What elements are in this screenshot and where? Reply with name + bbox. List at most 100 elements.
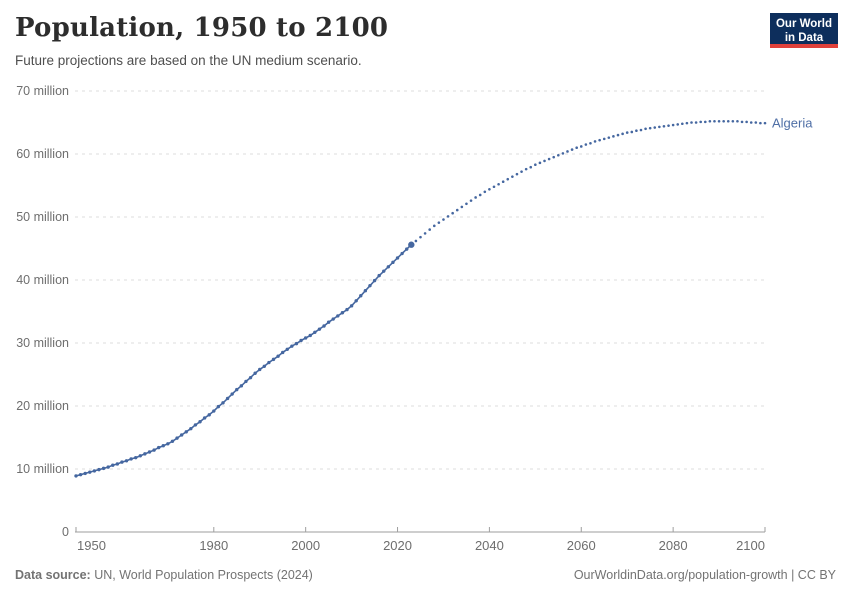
historical-point[interactable]	[382, 269, 386, 273]
projection-point[interactable]	[451, 211, 454, 215]
historical-point[interactable]	[212, 409, 216, 413]
projection-point[interactable]	[534, 163, 537, 167]
projection-point[interactable]	[676, 123, 680, 126]
projection-point[interactable]	[575, 146, 578, 149]
owid-logo[interactable]: Our World in Data	[770, 13, 838, 48]
projection-point[interactable]	[593, 140, 597, 143]
historical-point[interactable]	[267, 360, 271, 365]
projection-point[interactable]	[465, 202, 468, 206]
projection-point[interactable]	[584, 143, 588, 146]
historical-point[interactable]	[308, 333, 312, 338]
projection-point[interactable]	[694, 121, 698, 124]
projection-point[interactable]	[488, 187, 491, 191]
historical-point[interactable]	[349, 304, 354, 308]
historical-point[interactable]	[391, 260, 395, 265]
historical-point[interactable]	[258, 367, 262, 372]
historical-point[interactable]	[138, 454, 143, 458]
projection-point[interactable]	[644, 127, 647, 131]
last-historical-point[interactable]	[408, 241, 415, 248]
historical-point[interactable]	[235, 387, 239, 392]
historical-point[interactable]	[83, 471, 87, 476]
historical-point[interactable]	[285, 347, 289, 351]
historical-point[interactable]	[221, 401, 225, 405]
historical-point[interactable]	[326, 320, 331, 324]
projection-point[interactable]	[483, 190, 487, 194]
historical-point[interactable]	[78, 472, 83, 477]
projection-point[interactable]	[432, 224, 436, 228]
projection-point[interactable]	[671, 123, 675, 127]
projection-point[interactable]	[543, 159, 546, 163]
historical-point[interactable]	[88, 470, 92, 474]
historical-point[interactable]	[161, 443, 165, 448]
projection-point[interactable]	[658, 125, 661, 129]
historical-point[interactable]	[400, 251, 404, 256]
projection-point[interactable]	[731, 119, 735, 123]
projection-point[interactable]	[474, 196, 477, 199]
historical-point[interactable]	[331, 317, 335, 321]
projection-point[interactable]	[726, 119, 730, 123]
projection-point[interactable]	[703, 120, 707, 124]
historical-point[interactable]	[207, 413, 211, 417]
historical-point[interactable]	[294, 341, 299, 346]
historical-point[interactable]	[395, 256, 400, 260]
projection-point[interactable]	[437, 221, 441, 224]
historical-line[interactable]	[75, 243, 413, 477]
projection-point[interactable]	[717, 119, 721, 123]
projection-point[interactable]	[699, 120, 702, 124]
projection-point[interactable]	[740, 120, 744, 124]
projection-point[interactable]	[524, 167, 528, 171]
historical-point[interactable]	[281, 350, 285, 355]
historical-point[interactable]	[74, 474, 78, 478]
historical-point[interactable]	[115, 462, 120, 466]
projection-point[interactable]	[648, 126, 652, 130]
historical-point[interactable]	[276, 354, 280, 358]
projection-point[interactable]	[616, 133, 620, 137]
historical-point[interactable]	[147, 450, 152, 454]
historical-point[interactable]	[239, 384, 244, 388]
projection-point[interactable]	[561, 152, 565, 155]
projection-point[interactable]	[625, 131, 629, 134]
projection-point[interactable]	[749, 121, 753, 124]
projection-point[interactable]	[419, 235, 422, 239]
historical-point[interactable]	[262, 364, 267, 369]
projection-point[interactable]	[529, 165, 533, 169]
projection-point[interactable]	[428, 228, 431, 231]
historical-point[interactable]	[97, 467, 101, 472]
projection-point[interactable]	[639, 128, 643, 132]
historical-point[interactable]	[359, 294, 363, 298]
historical-point[interactable]	[299, 338, 303, 343]
projection-point[interactable]	[602, 137, 606, 141]
historical-point[interactable]	[143, 452, 147, 456]
projection-point[interactable]	[478, 193, 482, 197]
historical-point[interactable]	[313, 330, 317, 334]
projection-point[interactable]	[442, 218, 445, 221]
projection-point[interactable]	[708, 119, 712, 123]
projection-point[interactable]	[635, 129, 638, 132]
projection-point[interactable]	[722, 119, 725, 123]
historical-point[interactable]	[322, 324, 326, 328]
projection-point[interactable]	[667, 124, 670, 127]
projection-point[interactable]	[681, 122, 684, 126]
historical-point[interactable]	[248, 375, 253, 380]
projection-point[interactable]	[506, 177, 510, 181]
historical-point[interactable]	[124, 459, 129, 463]
historical-point[interactable]	[317, 327, 322, 331]
historical-point[interactable]	[271, 357, 276, 362]
projection-point[interactable]	[538, 161, 542, 165]
projection-point[interactable]	[589, 141, 592, 145]
historical-point[interactable]	[225, 396, 230, 401]
projection-point[interactable]	[515, 172, 519, 176]
historical-point[interactable]	[129, 457, 133, 461]
historical-point[interactable]	[345, 307, 349, 312]
projection-point[interactable]	[469, 199, 473, 202]
historical-point[interactable]	[189, 426, 193, 431]
projection-point[interactable]	[557, 153, 560, 157]
historical-point[interactable]	[290, 344, 294, 348]
owid-url-link[interactable]: OurWorldinData.org/population-growth | C…	[573, 568, 836, 582]
projection-point[interactable]	[497, 182, 500, 186]
projection-point[interactable]	[492, 185, 496, 189]
projection-point[interactable]	[598, 138, 601, 142]
historical-point[interactable]	[202, 416, 207, 420]
projection-point[interactable]	[759, 121, 762, 125]
historical-point[interactable]	[198, 420, 202, 424]
